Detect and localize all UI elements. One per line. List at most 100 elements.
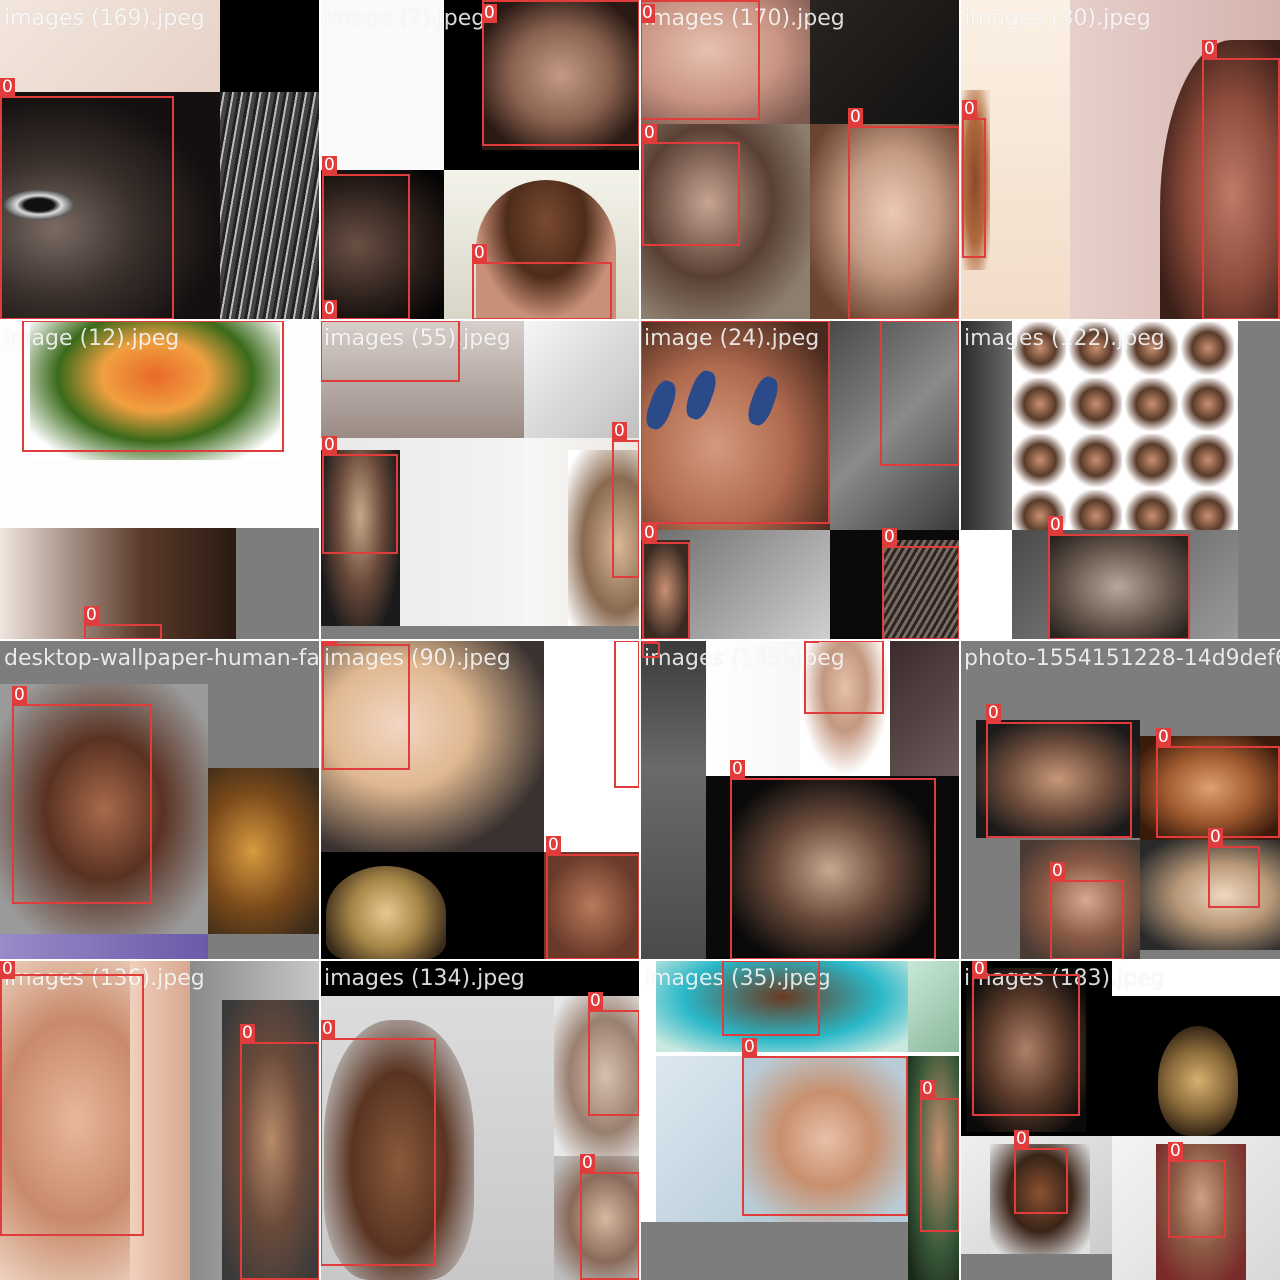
class-label: 0 [1048,515,1063,535]
class-label: 0 [640,3,655,23]
face-bounding-box: 0 [640,0,760,120]
class-label: 0 [882,527,897,547]
face-bounding-box: 0 [642,640,660,658]
face-bounding-box: 0 [1048,516,1190,640]
face-bounding-box: 0 [642,124,740,246]
class-label: 0 [588,991,603,1011]
class-label: 0 [742,1037,757,1057]
face-bounding-box: 0 [580,1154,640,1280]
face-bounding-box: 0 [642,524,690,640]
class-label: 0 [580,1153,595,1173]
class-label: 0 [1050,861,1065,881]
class-label: 0 [84,605,99,625]
mosaic-tile: images (122).jpeg 0 [960,320,1280,640]
face-bounding-box: 0 [320,1020,436,1266]
class-label: 0 [730,759,745,779]
class-label: 0 [642,123,657,143]
face-bounding-box: 0 [742,1038,908,1216]
mosaic-tile: images (90).jpeg 0 0 0 [320,640,640,960]
face-bounding-box: 0 [322,436,398,554]
mosaic-tile: images (55).jpeg 0 0 [320,320,640,640]
tile-image [640,0,960,320]
face-bounding-box: 0 [322,640,410,770]
tile-image [320,640,640,960]
mosaic-tile: photo-1554151228-14d9def6 0 0 0 0 [960,640,1280,960]
class-label: 0 [0,77,15,97]
mosaic-tile: images (170).jpeg 0 0 0 [640,0,960,320]
class-label: 0 [1168,1141,1183,1161]
face-bounding-box: 0 [1168,1142,1226,1238]
class-label: 0 [322,299,337,319]
face-bounding-box: 0 [322,156,410,320]
tile-image [640,640,960,960]
grid-divider [0,319,1280,321]
mosaic-tile: desktop-wallpaper-human-face 0 [0,640,320,960]
face-bounding-box: 0 [1156,728,1280,838]
class-label: 0 [986,703,1001,723]
class-label: 0 [1014,1129,1029,1149]
face-bounding-box: 0 [482,0,640,146]
grid-divider [0,639,1280,641]
class-label: 0 [12,685,27,705]
face-bounding-box: 0 [240,1024,320,1280]
tile-image [320,320,640,640]
class-label: 0 [1156,727,1171,747]
class-label: 0 [1202,39,1217,59]
class-label: 0 [322,155,337,175]
class-label: 0 [320,1019,335,1039]
face-bounding-box: 0 [1202,40,1280,320]
mosaic-tile: images (169).jpeg 0 [0,0,320,320]
tile-image [0,960,320,1280]
class-label: 0 [546,835,561,855]
mosaic-tile: image (7).jpeg 0 0 0 0 [320,0,640,320]
class-label: 0 [962,99,977,119]
tile-image [320,960,640,1280]
grid-divider [0,959,1280,961]
class-label: 0 [1208,827,1223,847]
tile-image [640,320,960,640]
class-label: 0 [804,640,819,643]
face-bounding-box: 0 [588,992,640,1116]
class-label: 0 [972,960,987,979]
class-label: 0 [920,1079,935,1099]
class-label: 0 [0,960,15,979]
face-bounding-box: 0 [920,1080,960,1232]
face-bounding-box: 0 [472,244,612,320]
face-bounding-box: 0 [546,836,640,960]
face-bounding-box: 0 [804,640,884,714]
mosaic-tile: images (136).jpeg 0 0 [0,960,320,1280]
face-bounding-box: 0 [12,686,152,904]
face-bounding-box: 0 [1014,1130,1068,1214]
mosaic-tile: images (134).jpeg 0 0 0 [320,960,640,1280]
class-label: 0 [240,1023,255,1043]
face-bounding-box [880,320,960,466]
face-bounding-box: 0 [0,78,174,320]
face-bounding-box: 0 [0,960,144,1236]
mosaic-tile: images (183).jpeg 0 0 0 [960,960,1280,1280]
face-bounding-box: 0 [962,100,986,258]
mosaic-tile: images (30).jpeg 0 0 [960,0,1280,320]
class-label: 0 [642,523,657,543]
class-label: 0 [642,640,657,643]
face-bounding-box: 0 [612,422,640,578]
class-label: 0 [322,640,337,645]
class-label: 0 [322,435,337,455]
face-bounding-box: 0 [614,640,640,788]
face-bounding-box [640,320,830,524]
face-bounding-box: 0 [972,960,1080,1116]
class-label: 0 [612,421,627,441]
tile-image [0,0,320,320]
face-bounding-box [320,320,460,382]
face-bounding-box: 0 [986,704,1132,838]
face-bounding-box: 0 [22,320,284,452]
face-bounding-box: 0 [730,760,936,960]
class-label: 0 [472,243,487,263]
class-label: 0 [482,3,497,23]
tile-image [0,640,320,960]
mosaic-tile: image (12).jpeg 0 0 [0,320,320,640]
mosaic-tile: image (24).jpeg 0 0 [640,320,960,640]
face-bounding-box [722,960,820,1036]
mosaic-tile: images (135).jpeg 0 0 0 [640,640,960,960]
face-bounding-box: 0 [1050,862,1124,960]
